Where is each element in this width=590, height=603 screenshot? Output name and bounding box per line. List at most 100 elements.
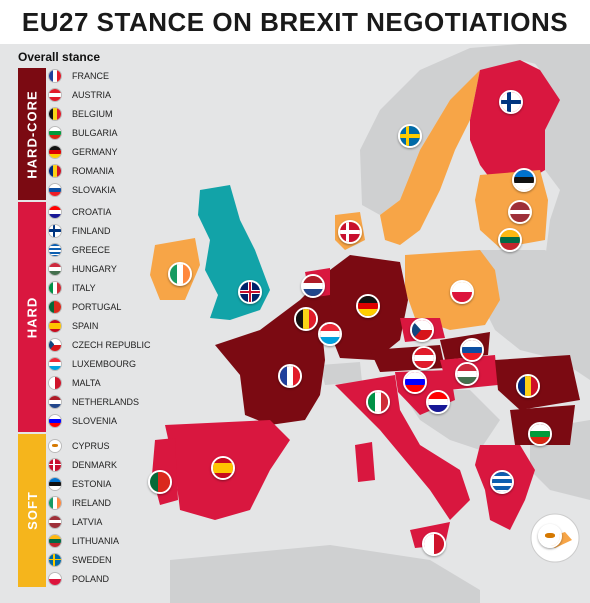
map-flag-lithuania-icon — [498, 228, 522, 252]
legend-item-bulgaria: BULGARIA — [48, 123, 118, 142]
map-flag-uk-icon — [238, 280, 262, 304]
germany-flag-icon — [48, 144, 62, 159]
legend-label-slovakia: SLOVAKIA — [72, 184, 116, 195]
poland-flag-icon — [48, 571, 62, 586]
map-flag-cyprus-icon — [538, 524, 562, 548]
slovakia-flag-icon — [48, 182, 62, 197]
legend-label-denmark: DENMARK — [72, 459, 118, 470]
legend-item-sweden: SWEDEN — [48, 550, 112, 569]
greece-flag-icon — [48, 242, 62, 257]
france-flag-icon — [48, 68, 62, 83]
malta-flag-icon — [48, 375, 62, 390]
legend-label-luxembourg: LUXEMBOURG — [72, 358, 137, 369]
czech-flag-icon — [48, 337, 62, 352]
map-flag-latvia-icon — [508, 200, 532, 224]
map-flag-bulgaria-icon — [528, 422, 552, 446]
hungary-flag-icon — [48, 261, 62, 276]
map-flag-belgium-icon — [294, 307, 318, 331]
bulgaria-flag-icon — [48, 125, 62, 140]
band-hard-core: HARD-CORE — [18, 68, 46, 200]
lithuania-flag-icon — [48, 533, 62, 548]
legend-item-poland: POLAND — [48, 569, 109, 588]
map-flag-luxembourg-icon — [318, 322, 342, 346]
legend-item-italy: ITALY — [48, 278, 96, 297]
legend-item-finland: FINLAND — [48, 221, 111, 240]
band-label-soft: SOFT — [24, 491, 40, 530]
italy-flag-icon — [48, 280, 62, 295]
finland-flag-icon — [48, 223, 62, 238]
map-flag-finland-icon — [499, 90, 523, 114]
belarus-ukraine-land — [480, 250, 590, 380]
map-flag-malta-icon — [422, 532, 446, 556]
legend-item-cyprus: CYPRUS — [48, 436, 110, 455]
legend-label-czech-republic: CZECH REPUBLIC — [72, 339, 151, 350]
legend-label-italy: ITALY — [72, 282, 96, 293]
luxembourg-flag-icon — [48, 356, 62, 371]
estonia-flag-icon — [48, 476, 62, 491]
legend-label-lithuania: LITHUANIA — [72, 535, 120, 546]
map-flag-denmark-icon — [338, 220, 362, 244]
legend-item-luxembourg: LUXEMBOURG — [48, 354, 136, 373]
legend-item-lithuania: LITHUANIA — [48, 531, 119, 550]
map-flag-czech-icon — [410, 318, 434, 342]
map-flag-portugal-icon — [148, 470, 172, 494]
page-title: EU27 STANCE ON BREXIT NEGOTIATIONS — [21, 7, 569, 37]
denmark-flag-icon — [48, 457, 62, 472]
legend-label-hungary: HUNGARY — [72, 263, 117, 274]
cyprus-flag-icon — [48, 438, 62, 453]
map-flag-ireland-icon — [168, 262, 192, 286]
map-flag-netherlands-icon — [301, 274, 325, 298]
legend-item-france: FRANCE — [48, 66, 109, 85]
ireland-flag-icon — [48, 495, 62, 510]
netherlands-flag-icon — [48, 394, 62, 409]
legend-label-romania: ROMANIA — [72, 165, 115, 176]
map-flag-slovakia-icon — [460, 338, 484, 362]
legend-label-finland: FINLAND — [72, 225, 111, 236]
legend-label-germany: GERMANY — [72, 146, 118, 157]
map-flag-sweden-icon — [398, 124, 422, 148]
legend-item-germany: GERMANY — [48, 142, 118, 161]
legend-item-malta: MALTA — [48, 373, 101, 392]
belgium-flag-icon — [48, 106, 62, 121]
legend-label-estonia: ESTONIA — [72, 478, 112, 489]
map-flag-spain-icon — [211, 456, 235, 480]
map-flag-poland-icon — [450, 280, 474, 304]
legend-label-bulgaria: BULGARIA — [72, 127, 118, 138]
legend-label-sweden: SWEDEN — [72, 554, 112, 565]
legend-label-greece: GREECE — [72, 244, 111, 255]
map-flag-austria-icon — [412, 346, 436, 370]
legend-item-austria: AUSTRIA — [48, 85, 111, 104]
country-legend: FRANCE AUSTRIA BELGIUM BULGARIA GERMANY … — [48, 66, 166, 596]
spain-flag-icon — [48, 318, 62, 333]
legend-item-romania: ROMANIA — [48, 161, 114, 180]
legend-item-estonia: ESTONIA — [48, 474, 111, 493]
legend-label-spain: SPAIN — [72, 320, 99, 331]
legend-item-portugal: PORTUGAL — [48, 297, 121, 316]
legend-item-latvia: LATVIA — [48, 512, 102, 531]
legend-item-croatia: CROATIA — [48, 202, 111, 221]
norway-land — [360, 44, 560, 215]
legend-item-slovenia: SLOVENIA — [48, 411, 117, 430]
map-flag-greece-icon — [490, 470, 514, 494]
legend-label-poland: POLAND — [72, 573, 110, 584]
sweden-flag-icon — [48, 552, 62, 567]
legend-item-netherlands: NETHERLANDS — [48, 392, 139, 411]
legend-label-belgium: BELGIUM — [72, 108, 113, 119]
legend-item-slovakia: SLOVAKIA — [48, 180, 116, 199]
swiss-land — [320, 362, 362, 385]
map-flag-romania-icon — [516, 374, 540, 398]
legend-item-greece: GREECE — [48, 240, 110, 259]
legend-label-france: FRANCE — [72, 70, 110, 81]
map-flag-germany-icon — [356, 294, 380, 318]
legend-subtitle: Overall stance — [18, 50, 101, 64]
legend-item-spain: SPAIN — [48, 316, 98, 335]
band-hard: HARD — [18, 202, 46, 432]
legend-item-denmark: DENMARK — [48, 455, 117, 474]
russia-land — [520, 44, 590, 300]
legend-label-ireland: IRELAND — [72, 497, 112, 508]
map-flag-croatia-icon — [426, 390, 450, 414]
map-flag-italy-icon — [366, 390, 390, 414]
sweden-land — [380, 70, 480, 245]
latvia-flag-icon — [48, 514, 62, 529]
legend-item-hungary: HUNGARY — [48, 259, 117, 278]
